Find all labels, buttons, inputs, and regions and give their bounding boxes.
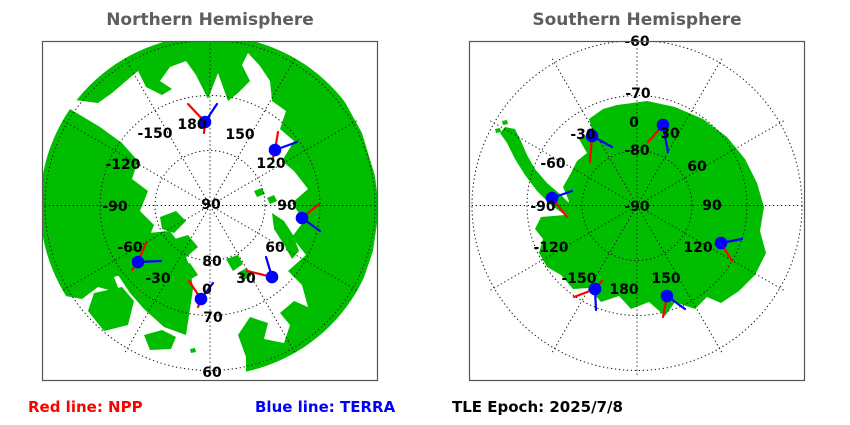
meridian-line <box>551 205 638 353</box>
meridian-line <box>489 205 638 291</box>
graticule-grid <box>469 41 805 376</box>
graticule-label: 180 <box>177 117 206 133</box>
legend-blue-line-terra: Blue line: TERRA <box>255 398 396 416</box>
map-frame <box>41 40 379 382</box>
station-marker <box>295 211 309 225</box>
land-polygon <box>226 255 243 271</box>
meridian-line <box>636 205 723 353</box>
land-polygon <box>190 348 196 353</box>
graticule-label: -90 <box>624 199 650 215</box>
graticule-label: -30 <box>145 271 171 287</box>
station-marker <box>656 118 670 132</box>
graticule-label: 90 <box>277 198 297 214</box>
graticule-label: 150 <box>225 127 254 143</box>
graticule-label: 60 <box>687 159 707 175</box>
meridian-line <box>209 58 296 206</box>
northern-hemisphere-map: 90 80 70 60 180 -150 150 -120 120 -90 90 -60 60 -30 30… <box>41 40 379 382</box>
map-frame <box>468 40 806 382</box>
station-markers <box>130 102 322 309</box>
graticule-label: -150 <box>137 126 172 142</box>
land-polygon <box>160 211 186 233</box>
station-marker <box>194 292 208 306</box>
land-polygon <box>176 263 198 283</box>
meridian-line <box>209 205 358 291</box>
graticule-label: 0 <box>629 115 639 131</box>
station-marker <box>268 143 282 157</box>
graticule-label: 120 <box>683 240 712 256</box>
south-map-title: Southern Hemisphere <box>532 10 742 30</box>
station-marker <box>198 115 212 129</box>
graticule-label: 90 <box>702 198 722 214</box>
tle-epoch-label: TLE Epoch: 2025/7/8 <box>452 398 623 416</box>
meridian-line <box>62 120 211 206</box>
meridian-line <box>124 58 211 206</box>
land-polygon <box>144 330 176 350</box>
graticule-label: 30 <box>660 126 680 142</box>
land-polygon <box>267 195 277 204</box>
meridian-line <box>124 205 211 353</box>
meridian-line <box>209 205 296 353</box>
graticule-label: 0 <box>202 282 212 298</box>
landmasses <box>42 41 378 376</box>
land-polygon <box>88 287 134 331</box>
meridian-line <box>636 205 785 291</box>
southern-hemisphere-map: -60 -70 -80 -90 0 -30 30 -60 60 -90 90 -120 120 -150 1… <box>468 34 806 382</box>
graticule-label: -120 <box>533 240 568 256</box>
station-marker <box>265 270 279 284</box>
station-marker <box>131 255 145 269</box>
graticule-label: 180 <box>609 282 638 298</box>
graticule-label: 60 <box>265 240 285 256</box>
latitude-circle <box>154 150 266 261</box>
meridian-line <box>636 120 785 206</box>
land-polygon <box>535 101 766 316</box>
graticule-label: 70 <box>203 310 223 326</box>
land-polygon <box>138 277 166 299</box>
land-polygon <box>254 188 265 197</box>
station-marker <box>588 282 602 296</box>
graticule-labels: -60-70-80-900-30 30-60 60-90 90-120 120-150 1… <box>530 34 722 298</box>
graticule-labels: 90 80 70 60 180 -150 150 -120 120 -90 90 -60 60 -30 30… <box>102 117 297 381</box>
legend-red-line-npp: Red line: NPP <box>28 398 143 416</box>
graticule-grid <box>42 41 378 376</box>
station-marker <box>545 191 559 205</box>
meridian-line <box>62 205 211 291</box>
graticule-label: -120 <box>105 157 140 173</box>
graticule-label: 80 <box>202 254 222 270</box>
graticule-label: -60 <box>117 240 143 256</box>
station-marker <box>660 289 674 303</box>
graticule-label: -60 <box>540 156 566 172</box>
graticule-label: -90 <box>530 199 556 215</box>
graticule-label: 90 <box>201 197 221 213</box>
land-polygon <box>272 213 299 259</box>
latitude-circle <box>526 95 748 316</box>
graticule-label: 120 <box>256 156 285 172</box>
graticule-label: 60 <box>202 365 222 381</box>
latitude-circle <box>581 150 693 261</box>
station-marker <box>585 129 599 143</box>
land-polygon <box>75 41 378 376</box>
graticule-label: -70 <box>625 86 651 102</box>
north-map-title: Northern Hemisphere <box>106 10 314 30</box>
graticule-label: -80 <box>624 143 650 159</box>
land-polygon <box>495 128 501 133</box>
meridian-line <box>636 58 723 206</box>
graticule-label: 30 <box>236 271 256 287</box>
land-polygon <box>168 235 198 259</box>
graticule-label: -30 <box>570 127 596 143</box>
station-marker <box>714 236 728 250</box>
graticule-label: -150 <box>561 271 596 287</box>
station-markers <box>545 118 744 319</box>
graticule-label: 150 <box>651 271 680 287</box>
meridian-line <box>489 120 638 206</box>
land-polygon <box>502 120 508 125</box>
meridian-line <box>209 120 358 206</box>
latitude-circle <box>99 95 321 316</box>
graticule-label: -90 <box>102 199 128 215</box>
